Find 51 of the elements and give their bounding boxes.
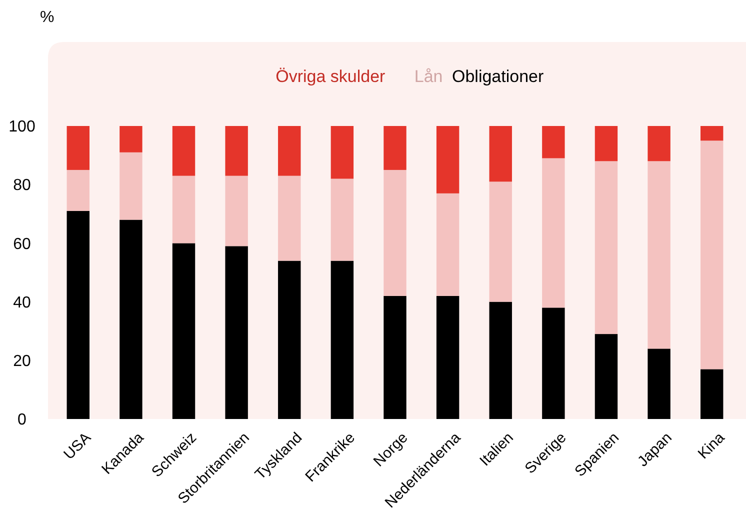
bar [489,302,512,419]
text: Obligationer [452,67,544,86]
bar [384,170,406,296]
bar [594,161,618,334]
bar [384,126,406,170]
y-tick-label: 0 [18,412,27,429]
bar [384,296,406,419]
bar [225,176,248,246]
x-tick-label: USA [60,429,94,464]
x-tick-label: Kina [694,428,729,462]
bar [120,220,142,419]
bar [120,126,142,152]
bar [648,126,670,162]
text: Övriga skulder [276,67,386,86]
y-tick-label: 40 [13,294,31,312]
text: % [40,9,54,26]
bar [700,126,724,141]
bar [66,210,90,419]
bar [542,158,565,308]
bar [66,126,90,170]
y-tick-label: 100 [8,118,36,136]
bar [278,260,301,419]
y-tick-label: 20 [13,353,31,370]
bar [172,176,196,244]
text: Lån [414,67,443,86]
y-tick-label: 60 [13,236,31,253]
bar [436,193,460,296]
bar [278,126,301,176]
bar [278,176,301,261]
bar [66,170,90,211]
bar [172,243,196,419]
bar [330,260,354,419]
bar [648,161,670,349]
bar [700,140,724,370]
bar [436,296,460,419]
bar [648,348,670,419]
bar [542,308,565,419]
bar [594,126,618,162]
bar [594,334,618,419]
bar [436,126,460,194]
bar [542,126,565,158]
bar [120,152,142,220]
bar [700,369,724,419]
bar [330,126,354,179]
bar [489,126,512,182]
bar [489,182,512,302]
bar [330,178,354,261]
bar [172,126,196,176]
bar [225,126,248,176]
bar [225,246,248,419]
y-tick-label: 80 [13,177,31,194]
